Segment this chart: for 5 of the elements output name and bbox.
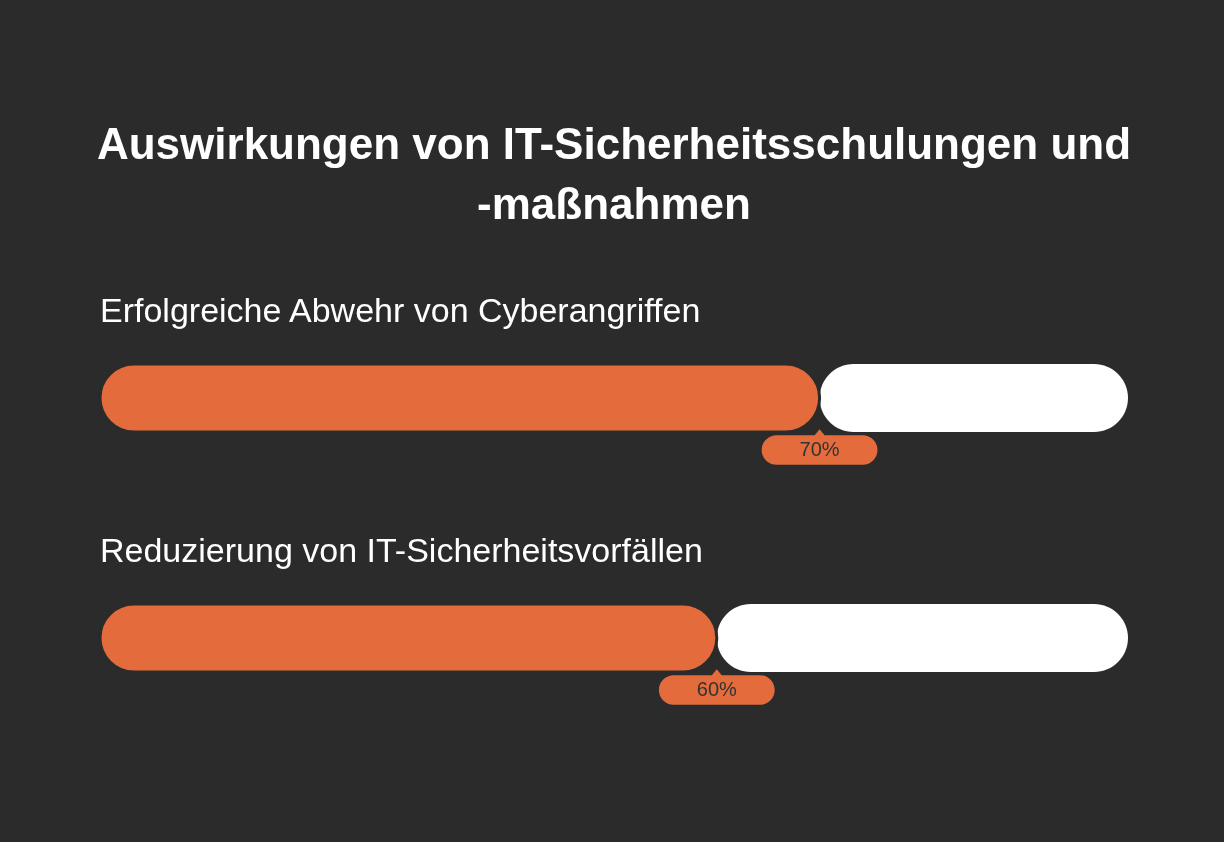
- data-label: 60%: [696, 678, 738, 700]
- data-label: 70%: [799, 438, 840, 460]
- y-tick-label: Reduzierung von IT-Sicherheitsvorfällen: [100, 531, 703, 569]
- chart-title: Auswirkungen von IT-Sicherheitsschulungen und -maßnahmen: [96, 119, 1132, 228]
- y-tick-label: Erfolgreiche Abwehr von Cyberangriffen: [100, 291, 701, 329]
